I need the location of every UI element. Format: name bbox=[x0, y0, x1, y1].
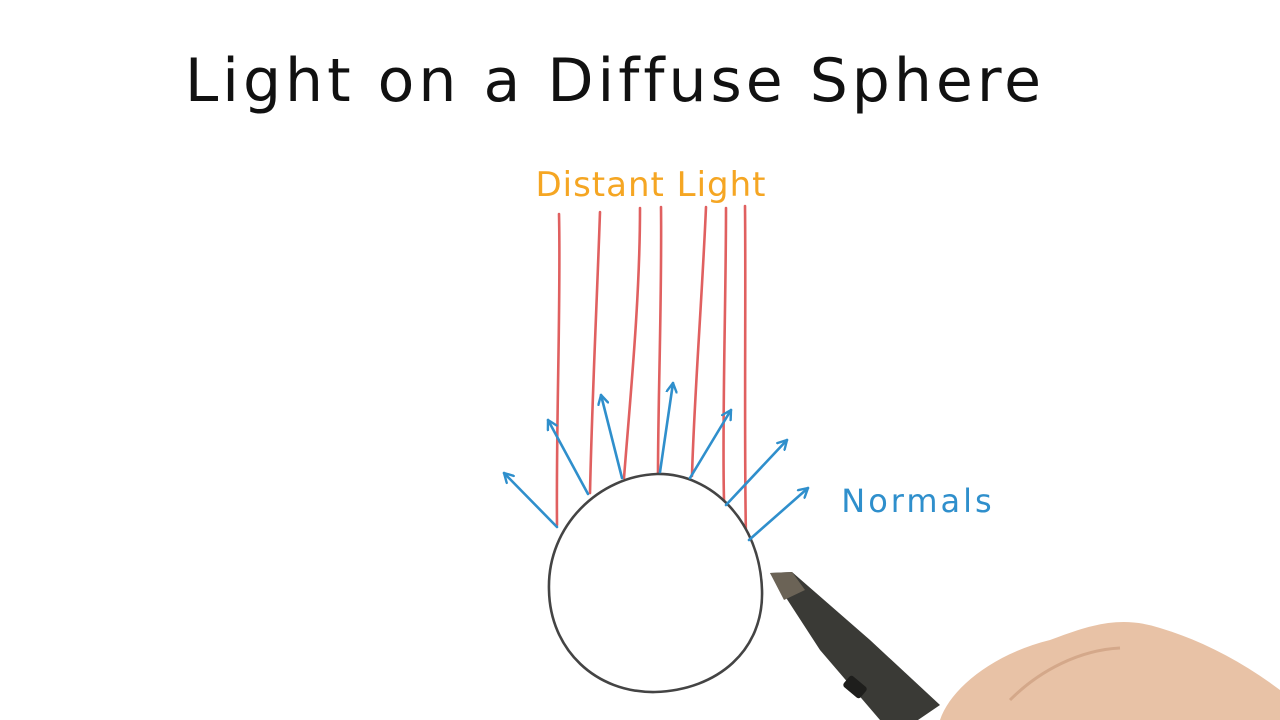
diffuse-sphere bbox=[547, 472, 764, 694]
normal-arrow bbox=[688, 408, 733, 480]
normal-arrow bbox=[548, 418, 590, 496]
light-ray bbox=[555, 212, 561, 527]
light-ray bbox=[722, 206, 728, 502]
surface-normals bbox=[502, 381, 810, 542]
stylus-pen-icon bbox=[770, 572, 940, 720]
normals-label: Normals bbox=[841, 482, 994, 520]
light-ray bbox=[690, 205, 708, 478]
normal-arrow bbox=[747, 486, 810, 542]
distant-light-label: Distant Light bbox=[535, 165, 766, 205]
diagram-title: Light on a Diffuse Sphere bbox=[185, 46, 1045, 116]
light-ray bbox=[622, 206, 642, 480]
normal-arrow bbox=[601, 393, 624, 480]
hand-icon bbox=[940, 621, 1280, 720]
light-ray bbox=[743, 204, 748, 540]
light-ray bbox=[656, 205, 663, 475]
normal-arrow bbox=[502, 471, 559, 529]
normal-arrow bbox=[724, 438, 789, 507]
normal-arrow bbox=[658, 381, 673, 474]
light-rays bbox=[555, 204, 748, 540]
light-ray bbox=[588, 210, 602, 495]
